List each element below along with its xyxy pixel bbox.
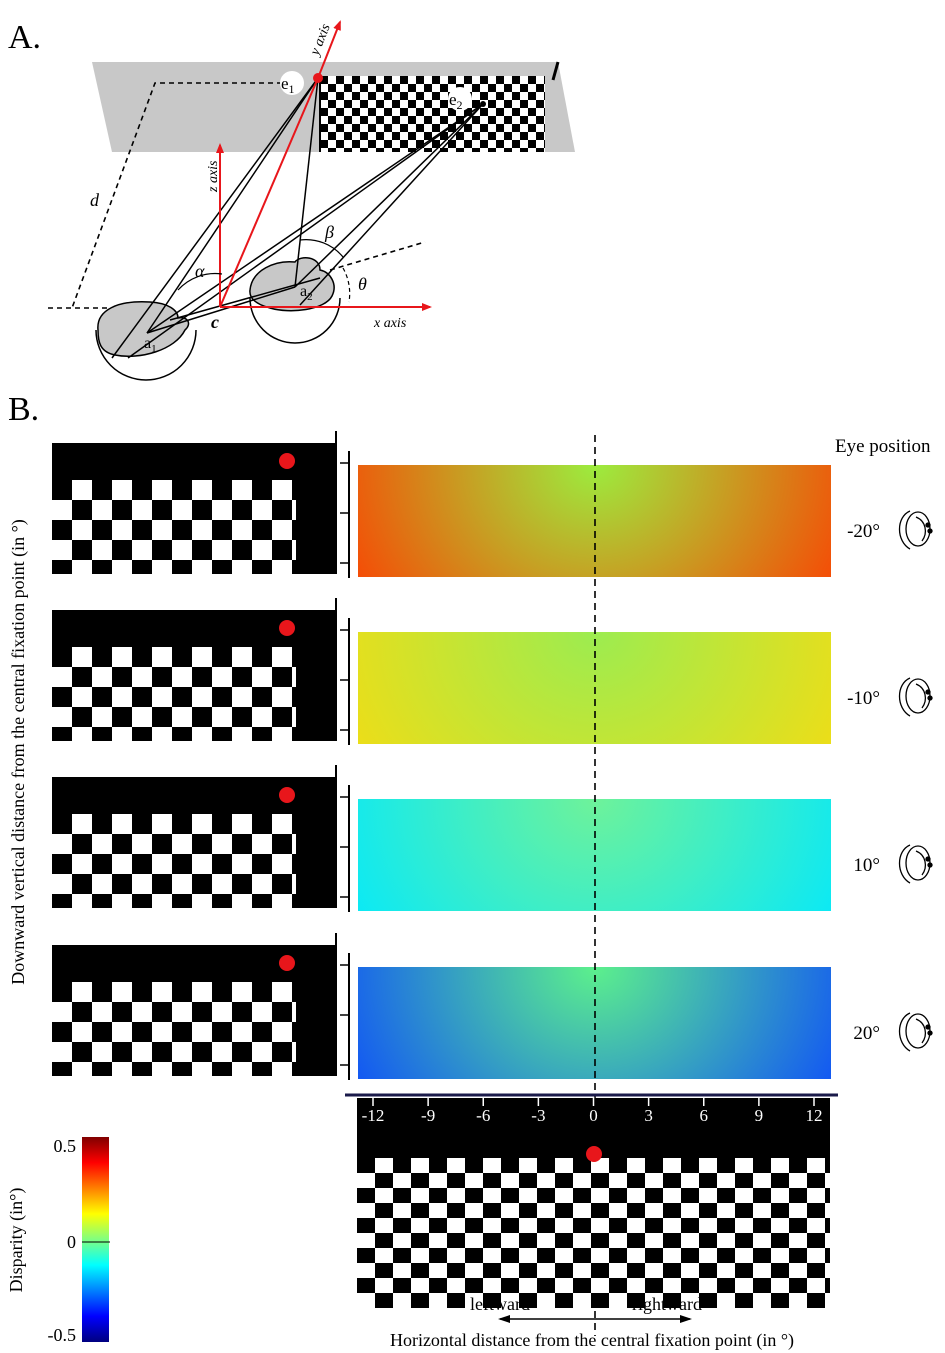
y-axis-label: y axis bbox=[307, 21, 334, 59]
y-tick-label: -4 bbox=[306, 554, 321, 573]
screen-plane bbox=[92, 61, 575, 152]
direction-arrows: leftward rightward bbox=[470, 1294, 702, 1323]
y-tick-label: 0 bbox=[306, 956, 315, 975]
axes-red bbox=[216, 20, 432, 311]
point-a1: a1 bbox=[144, 335, 157, 355]
angle-alpha: α bbox=[195, 261, 205, 281]
x-axis-label: x axis bbox=[373, 316, 407, 331]
eye-position-label: -10° bbox=[847, 688, 880, 709]
point-e1: e1 bbox=[280, 71, 304, 96]
eye-position-label: 10° bbox=[853, 855, 880, 876]
x-tick-label: -6 bbox=[476, 1106, 490, 1125]
x-axis-ticks: -12 -9 -6 -3 0 3 6 9 12 bbox=[362, 1097, 823, 1125]
stimulus-checkerboard bbox=[52, 480, 296, 574]
x-tick-label: 0 bbox=[589, 1106, 598, 1125]
x-tick-label: -12 bbox=[362, 1106, 385, 1125]
rightward-label: rightward bbox=[632, 1294, 702, 1314]
y-tick-label: -2 bbox=[306, 671, 320, 690]
svg-text:e2: e2 bbox=[449, 90, 463, 112]
head-icon bbox=[898, 1012, 933, 1052]
y-tick-label: 0 bbox=[306, 621, 315, 640]
row-3: 0 -2 -4 20° bbox=[52, 933, 933, 1080]
sight-lines bbox=[111, 77, 484, 359]
angle-beta: β bbox=[324, 222, 334, 242]
x-tick-label: -3 bbox=[531, 1106, 545, 1125]
svg-text:e1: e1 bbox=[281, 74, 295, 96]
head-icon bbox=[898, 510, 933, 550]
point-c: c bbox=[211, 312, 219, 332]
y-tick-label: -4 bbox=[306, 1056, 321, 1075]
panel-b-label: B. bbox=[8, 391, 39, 428]
y-tick-label: -2 bbox=[306, 504, 320, 523]
stimulus-checkerboard bbox=[52, 982, 296, 1076]
x-tick-label: 3 bbox=[644, 1106, 653, 1125]
stimulus-checkerboard bbox=[52, 647, 296, 741]
x-tick-label: 12 bbox=[806, 1106, 823, 1125]
y-tick-label: -2 bbox=[306, 1006, 320, 1025]
x-axis-title: Horizontal distance from the central fix… bbox=[390, 1330, 794, 1351]
y-tick-label: -4 bbox=[306, 888, 321, 907]
fixation-dot bbox=[279, 787, 295, 803]
fixation-dot bbox=[279, 955, 295, 971]
target-point-e2 bbox=[480, 101, 486, 107]
z-axis-label: z axis bbox=[206, 160, 221, 193]
fixation-dot bbox=[279, 620, 295, 636]
colorbar: 0.5 0 -0.5 Disparity (in°) bbox=[6, 1136, 110, 1345]
angle-arcs bbox=[177, 239, 351, 303]
fixation-point-e1 bbox=[313, 73, 323, 83]
head-a2 bbox=[249, 257, 341, 344]
angle-theta: θ bbox=[358, 274, 367, 294]
disparity-rows: 0 -2 -4 -20° 0 -2 -4 -10° 0 -2 -4 10° 0 -2 -4 20° bbox=[52, 431, 933, 1080]
point-a2: a2 bbox=[300, 283, 313, 303]
distance-d-label: d bbox=[90, 190, 100, 210]
row-0: 0 -2 -4 -20° bbox=[52, 431, 933, 578]
row-2: 0 -2 -4 10° bbox=[52, 765, 933, 912]
eye-position-label: 20° bbox=[853, 1023, 880, 1044]
eye-position-header: Eye position bbox=[835, 436, 931, 457]
fixation-dot bbox=[279, 453, 295, 469]
colorbar-mid: 0 bbox=[67, 1232, 76, 1252]
row-1: 0 -2 -4 -10° bbox=[52, 598, 933, 745]
y-tick-label: -2 bbox=[306, 838, 320, 857]
panel-a-label: A. bbox=[8, 19, 41, 56]
x-tick-label: 6 bbox=[700, 1106, 709, 1125]
y-tick-label: -4 bbox=[306, 721, 321, 740]
x-tick-label: -9 bbox=[421, 1106, 435, 1125]
leftward-label: leftward bbox=[470, 1294, 530, 1314]
eye-position-label: -20° bbox=[847, 521, 880, 542]
y-tick-label: 0 bbox=[306, 788, 315, 807]
bottom-fixation-dot bbox=[586, 1146, 602, 1162]
x-tick-label: 9 bbox=[755, 1106, 764, 1125]
y-tick-label: 0 bbox=[306, 454, 315, 473]
colorbar-min: -0.5 bbox=[48, 1325, 77, 1345]
point-e2: e2 bbox=[448, 87, 472, 112]
head-icon bbox=[898, 677, 933, 717]
stimulus-checkerboard bbox=[52, 814, 296, 908]
y-axis-title: Downward vertical distance from the cent… bbox=[8, 519, 29, 985]
colorbar-title: Disparity (in°) bbox=[6, 1188, 27, 1293]
head-icon bbox=[898, 844, 933, 884]
colorbar-max: 0.5 bbox=[54, 1136, 77, 1156]
bottom-axis bbox=[345, 1093, 838, 1308]
